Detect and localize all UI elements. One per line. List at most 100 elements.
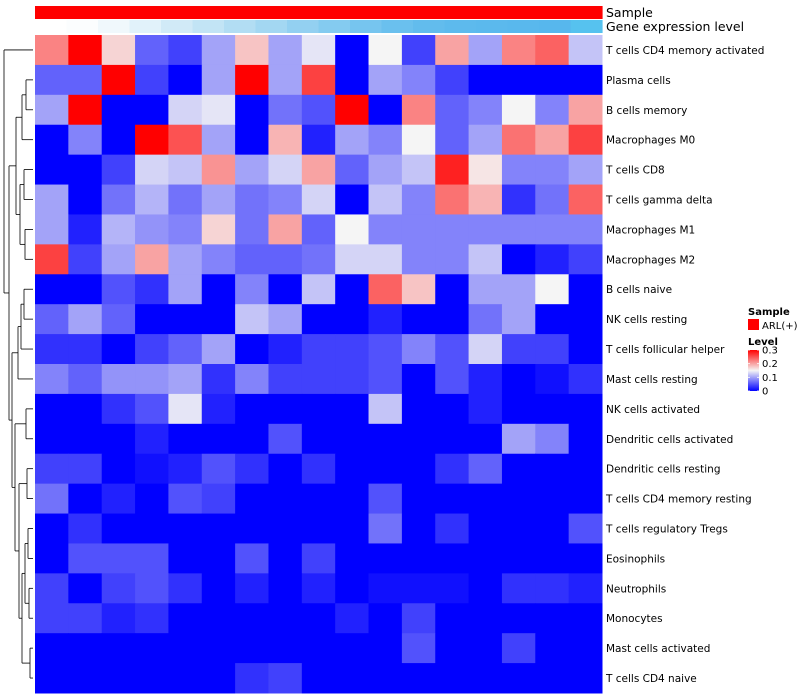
heatmap-cell [135,663,169,694]
heatmap-cell [435,423,470,455]
heatmap-cell [335,184,370,215]
heatmap-cell [368,334,403,365]
heatmap-cell [35,184,69,215]
heatmap-cell [268,304,303,335]
heatmap-cell [135,423,169,455]
heatmap-cell [235,304,269,335]
heatmap-cell [401,274,436,305]
heatmap-cell [135,304,169,335]
heatmap-cell [535,244,570,275]
heatmap-cell [101,453,136,485]
heatmap-cell [568,543,603,574]
heatmap-cell [535,393,570,425]
annotation-1-cell [507,20,540,33]
heatmap-cell [468,633,503,664]
heatmap-cell [301,663,336,694]
heatmap-cell [468,64,503,96]
annotation-bars [35,6,603,33]
heatmap-cell [235,64,269,96]
heatmap-cell [301,573,336,604]
heatmap-cell [335,334,370,365]
heatmap-cell [235,334,269,365]
heatmap-cell [68,663,103,694]
heatmap-cell [568,603,603,634]
annotation-1-cell [98,20,131,33]
heatmap-cell [435,513,470,544]
heatmap-cell [401,603,436,634]
heatmap-cell [401,453,436,485]
heatmap-cell [468,94,503,126]
heatmap-cell [501,334,536,365]
heatmap-cell [335,64,370,96]
heatmap-cell [268,423,303,455]
heatmap-cell [568,244,603,275]
heatmap-cell [335,35,370,66]
annotation-0-cell [35,6,603,19]
row-label: Macrophages M0 [606,135,695,147]
row-label: T cells gamma delta [605,195,713,207]
legend-sample-swatch [748,319,759,330]
heatmap-cell [435,214,470,245]
row-label: Monocytes [606,613,663,625]
heatmap-cell [35,663,69,694]
heatmap-cell [101,64,136,96]
heatmap-cell [68,274,103,305]
heatmap-cell [335,244,370,275]
heatmap-cell [568,94,603,126]
heatmap-cell [35,214,69,245]
heatmap-cell [368,453,403,485]
row-label: Plasma cells [606,75,671,87]
row-label: T cells CD4 memory resting [605,494,752,506]
heatmap-cell [268,64,303,96]
heatmap-cell [468,603,503,634]
heatmap-cell [168,334,203,365]
heatmap-cell [268,35,303,66]
heatmap-cell [68,64,103,96]
heatmap-cell [101,423,136,455]
heatmap-cell [568,633,603,664]
heatmap-cell [68,543,103,574]
heatmap-cell [368,124,403,156]
heatmap-cell [201,633,236,664]
heatmap-cell [301,244,336,275]
heatmap-cell [535,513,570,544]
heatmap-cell [68,483,103,515]
heatmap-cell [501,214,536,245]
heatmap-cell [168,154,203,186]
heatmap-cell [168,453,203,485]
heatmap-cell [101,603,136,634]
heatmap-cell [35,364,69,395]
heatmap-cell [68,184,103,215]
heatmap-cell [535,64,570,96]
row-label: Dendritic cells activated [606,434,733,446]
heatmap-cell [235,154,269,186]
heatmap-cell [201,184,236,215]
legend-color-bar [748,350,759,391]
heatmap-cell [135,94,169,126]
heatmap-cell [135,633,169,664]
heatmap-cell [535,633,570,664]
heatmap-cell [201,573,236,604]
heatmap-cell [135,244,169,275]
heatmap-cell [268,244,303,275]
heatmap-cell [368,184,403,215]
row-label: B cells memory [606,105,687,117]
heatmap-cell [401,64,436,96]
heatmap-cell [101,513,136,544]
heatmap-cell [268,124,303,156]
heatmap-cell [301,393,336,425]
heatmap-cell [268,543,303,574]
row-label: Neutrophils [606,583,666,595]
heatmap-cell [468,124,503,156]
legend-tick-label: 0 [762,387,768,398]
heatmap-cell [201,423,236,455]
heatmap-cell [235,244,269,275]
annotation-label-sample: Sample [606,5,653,20]
heatmap-cell [301,543,336,574]
heatmap-cell [368,513,403,544]
heatmap-cell [35,453,69,485]
legend-sample-entry: ARL(+) [762,321,798,332]
heatmap-cell [268,214,303,245]
heatmap-cell [301,124,336,156]
heatmap-cell [135,124,169,156]
